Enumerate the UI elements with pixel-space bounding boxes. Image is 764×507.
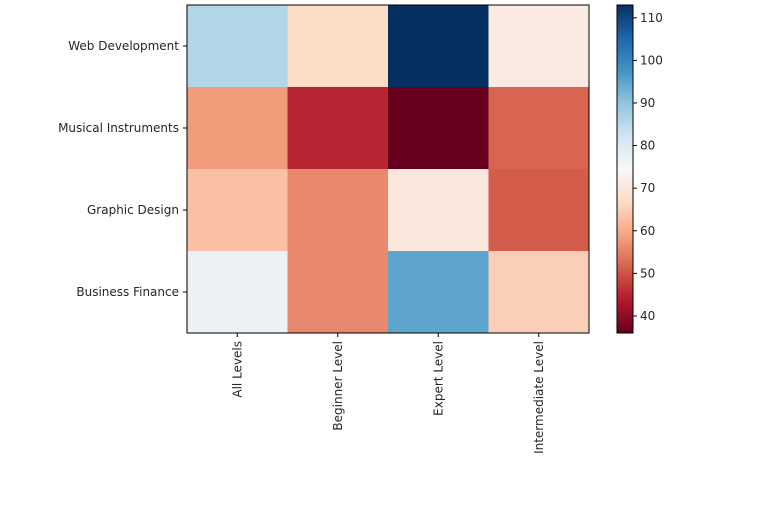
y-tick-label: Musical Instruments	[58, 121, 179, 135]
heatmap-cell	[287, 169, 389, 252]
heatmap-cell	[187, 87, 288, 170]
x-tick-label: Expert Level	[431, 341, 445, 416]
y-axis: Web Development Musical Instruments Graphi…	[58, 39, 187, 299]
heatmap-cell	[488, 5, 590, 88]
colorbar-tick-label: 100	[640, 53, 663, 67]
heatmap-cell	[187, 251, 288, 334]
colorbar-tick-label: 70	[640, 181, 655, 195]
heatmap-cell	[388, 169, 489, 252]
heatmap-cell	[488, 251, 590, 334]
heatmap-cell	[287, 251, 389, 334]
x-tick-label: All Levels	[230, 341, 244, 398]
heatmap-cell	[187, 169, 288, 252]
heatmap-cells	[187, 5, 590, 334]
x-tick-label: Intermediate Level	[532, 341, 546, 454]
colorbar-tick-label: 80	[640, 139, 655, 153]
y-tick-label: Graphic Design	[87, 203, 179, 217]
colorbar-tick-label: 40	[640, 309, 655, 323]
y-tick-label: Web Development	[68, 39, 179, 53]
plot-frame	[186, 4, 590, 334]
heatmap-cell	[488, 169, 590, 252]
heatmap-cell	[488, 87, 590, 170]
x-axis: All Levels Beginner Level Expert Level Inte…	[230, 333, 546, 454]
heatmap-cell	[287, 87, 389, 170]
heatmap-cell	[388, 251, 489, 334]
colorbar-tick-label: 60	[640, 224, 655, 238]
heatmap-cell	[388, 87, 489, 170]
heatmap-cell	[287, 5, 389, 88]
colorbar	[616, 4, 634, 334]
colorbar-axis: 40 50 60 70 80 90 100 110	[633, 11, 663, 323]
colorbar-tick-label: 50	[640, 266, 655, 280]
x-tick-label: Beginner Level	[331, 341, 345, 431]
colorbar-tick-label: 90	[640, 96, 655, 110]
colorbar-tick-label: 110	[640, 11, 663, 25]
heatmap-cell	[187, 5, 288, 88]
y-tick-label: Business Finance	[76, 285, 179, 299]
heatmap-cell	[388, 5, 489, 88]
